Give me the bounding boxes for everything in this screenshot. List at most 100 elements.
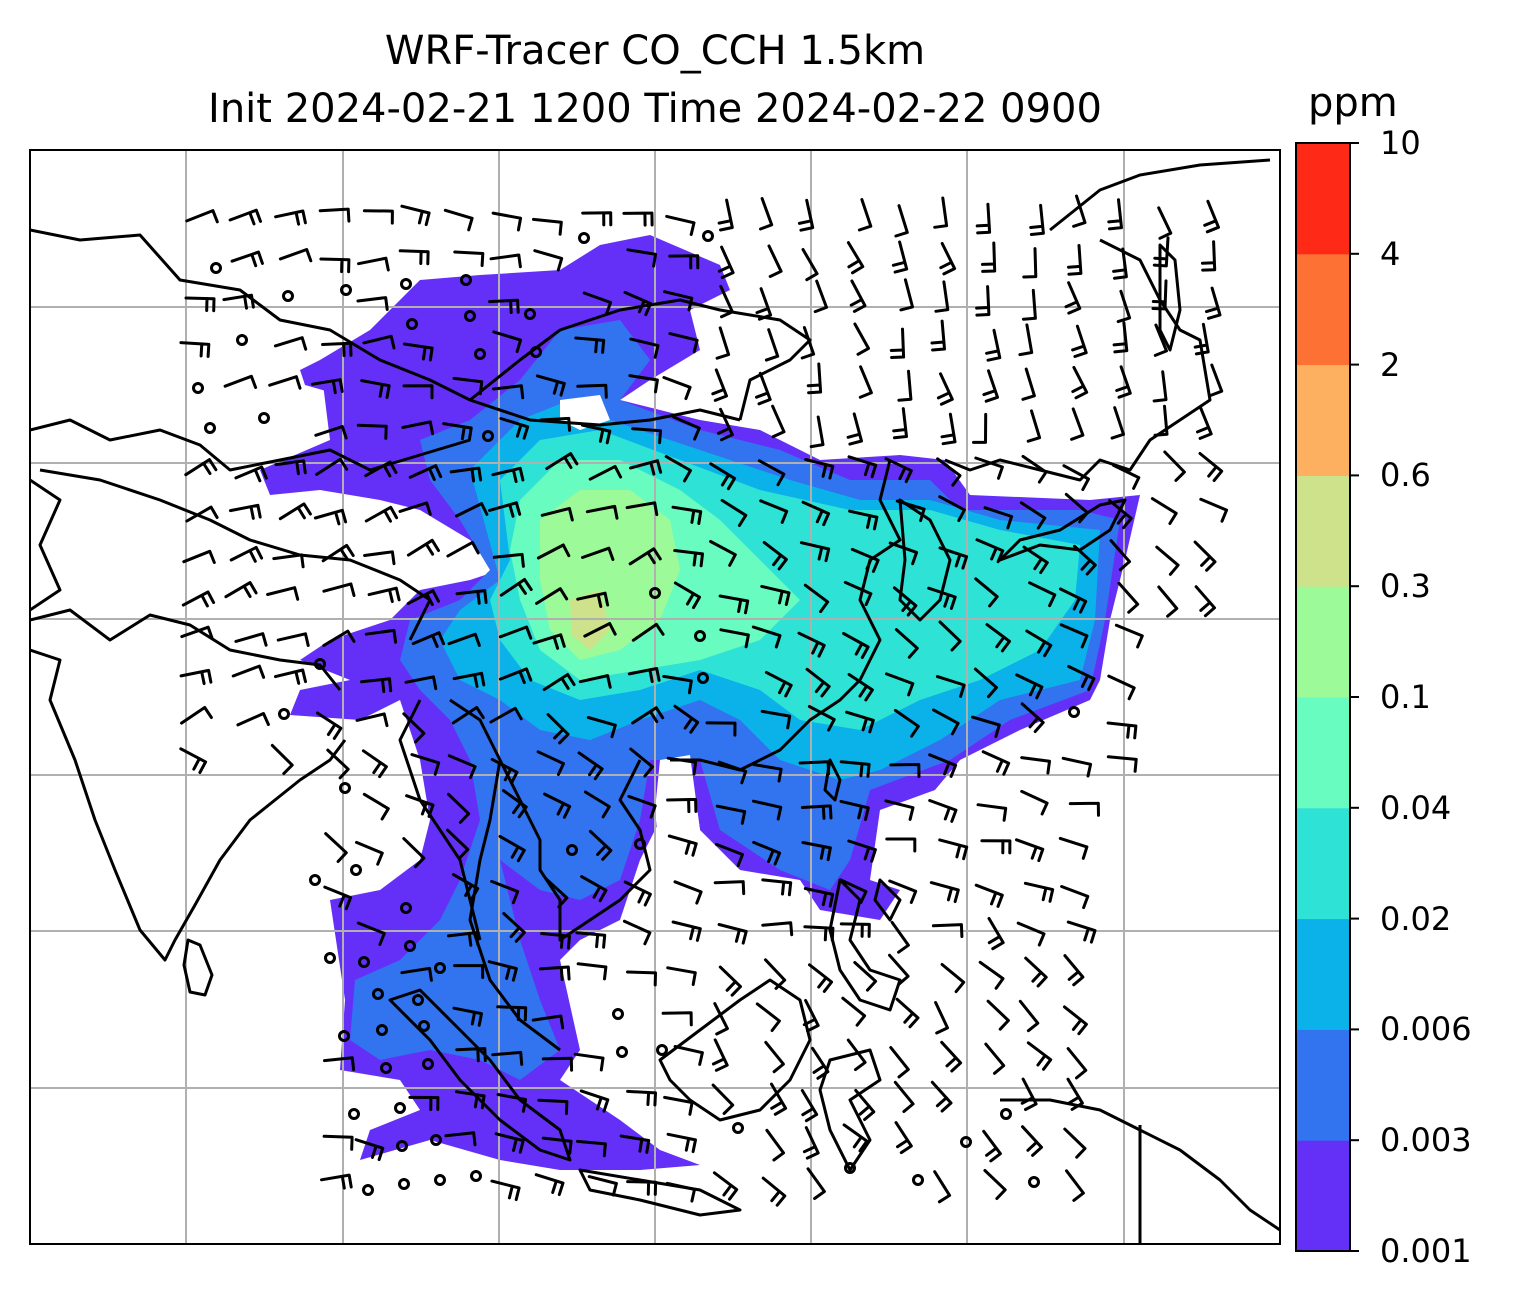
wind-barb: [974, 456, 1004, 480]
wind-barbs: [179, 194, 1229, 1207]
wind-barb: [627, 667, 661, 684]
colorbar-tick-label: 4: [1380, 234, 1401, 273]
wind-barb: [839, 799, 870, 821]
wind-barb: [1112, 463, 1141, 490]
wind-barb: [841, 996, 867, 1027]
wind-barb: [981, 750, 1011, 776]
wind-barb: [801, 841, 832, 862]
wind-barb: [752, 763, 783, 783]
wind-barb: [891, 240, 909, 274]
wind-barb: [719, 628, 750, 649]
wind-barb: [1015, 838, 1045, 863]
wind-barb: [974, 883, 1004, 908]
wind-barb: [580, 423, 612, 445]
wind-barb: [938, 546, 969, 570]
wind-barb: [184, 296, 216, 313]
wind-barb: [974, 577, 999, 608]
wind-barb: [847, 455, 878, 479]
calm-marker: [236, 334, 248, 346]
wind-barb: [1109, 539, 1131, 572]
colorbar-tick-label: 0.6: [1380, 456, 1431, 495]
wind-barb: [499, 417, 530, 440]
wind-barb: [765, 1128, 785, 1162]
wind-barb: [581, 546, 615, 561]
wind-barb: [406, 589, 440, 606]
colorbar-segment: [1296, 475, 1350, 587]
wind-barb: [752, 799, 783, 821]
wind-barb: [1018, 999, 1040, 1033]
wind-barb: [447, 754, 477, 780]
wind-barb: [888, 879, 918, 904]
calm-marker: [348, 1108, 360, 1120]
wind-barb: [666, 1132, 697, 1154]
wind-barb: [890, 920, 910, 954]
wind-barb: [892, 407, 908, 440]
wind-barb: [888, 953, 910, 986]
wind-barb: [1072, 194, 1087, 228]
wind-barb: [180, 706, 213, 725]
wind-barb: [324, 832, 348, 863]
wind-barb: [720, 498, 748, 527]
wind-barb: [356, 921, 386, 946]
wind-barb: [1064, 281, 1082, 315]
wind-barb: [759, 197, 774, 231]
wind-barb: [447, 632, 481, 647]
wind-barb: [714, 842, 744, 868]
wind-barb: [1112, 321, 1129, 354]
wind-barb: [184, 458, 218, 477]
wind-barb: [1025, 629, 1053, 658]
wind-barb: [932, 708, 960, 736]
wind-barb: [533, 249, 564, 272]
wind-barb: [929, 881, 960, 904]
wind-barb: [1066, 1077, 1084, 1111]
wind-barb: [623, 880, 652, 907]
wind-barb: [928, 753, 958, 778]
wind-barb: [535, 374, 566, 397]
wind-barb: [936, 372, 954, 406]
map-title-line-2: Init 2024-02-21 1200 Time 2024-02-22 090…: [208, 86, 1102, 132]
wind-barb: [934, 280, 950, 313]
wind-barb: [1022, 247, 1038, 279]
wind-barb: [541, 1136, 573, 1155]
wind-barb: [939, 242, 957, 276]
wind-barb: [895, 499, 926, 523]
wind-barb: [1152, 236, 1170, 268]
wind-barb: [626, 248, 658, 268]
wind-barb: [668, 254, 700, 270]
wind-barb: [326, 748, 350, 780]
calm-marker: [394, 1102, 406, 1114]
wind-barb: [582, 291, 613, 316]
wind-barb: [273, 336, 308, 351]
wind-barb: [185, 505, 219, 523]
wind-barb: [313, 508, 348, 526]
wind-barb: [580, 875, 608, 903]
wind-barb: [1153, 323, 1168, 357]
wind-barb: [940, 1040, 963, 1073]
wind-barb: [579, 1089, 610, 1113]
wind-barb: [719, 284, 734, 319]
wind-barb: [712, 1171, 739, 1201]
wind-barb: [274, 668, 307, 685]
wind-barb: [897, 369, 913, 402]
wind-barb: [410, 753, 441, 776]
wind-barb: [224, 581, 258, 599]
calm-marker: [960, 1136, 972, 1148]
wind-barb: [1060, 885, 1090, 910]
wind-barb: [576, 383, 608, 399]
wind-barb: [541, 1056, 574, 1072]
wind-barb: [491, 466, 525, 484]
wind-barb: [718, 594, 750, 615]
wind-barb: [972, 412, 988, 444]
wind-barb: [587, 1175, 618, 1197]
wind-barb: [449, 466, 483, 483]
wind-barb: [889, 1046, 910, 1079]
colorbar-tick-label: 0.04: [1380, 788, 1452, 827]
wind-barb: [764, 958, 787, 990]
wind-barb: [575, 931, 607, 949]
wind-barb: [356, 423, 388, 440]
wind-barb: [488, 298, 520, 314]
wind-barb: [892, 586, 918, 617]
wind-barb: [846, 241, 865, 275]
colorbar-tick-label: 0.003: [1380, 1121, 1472, 1160]
